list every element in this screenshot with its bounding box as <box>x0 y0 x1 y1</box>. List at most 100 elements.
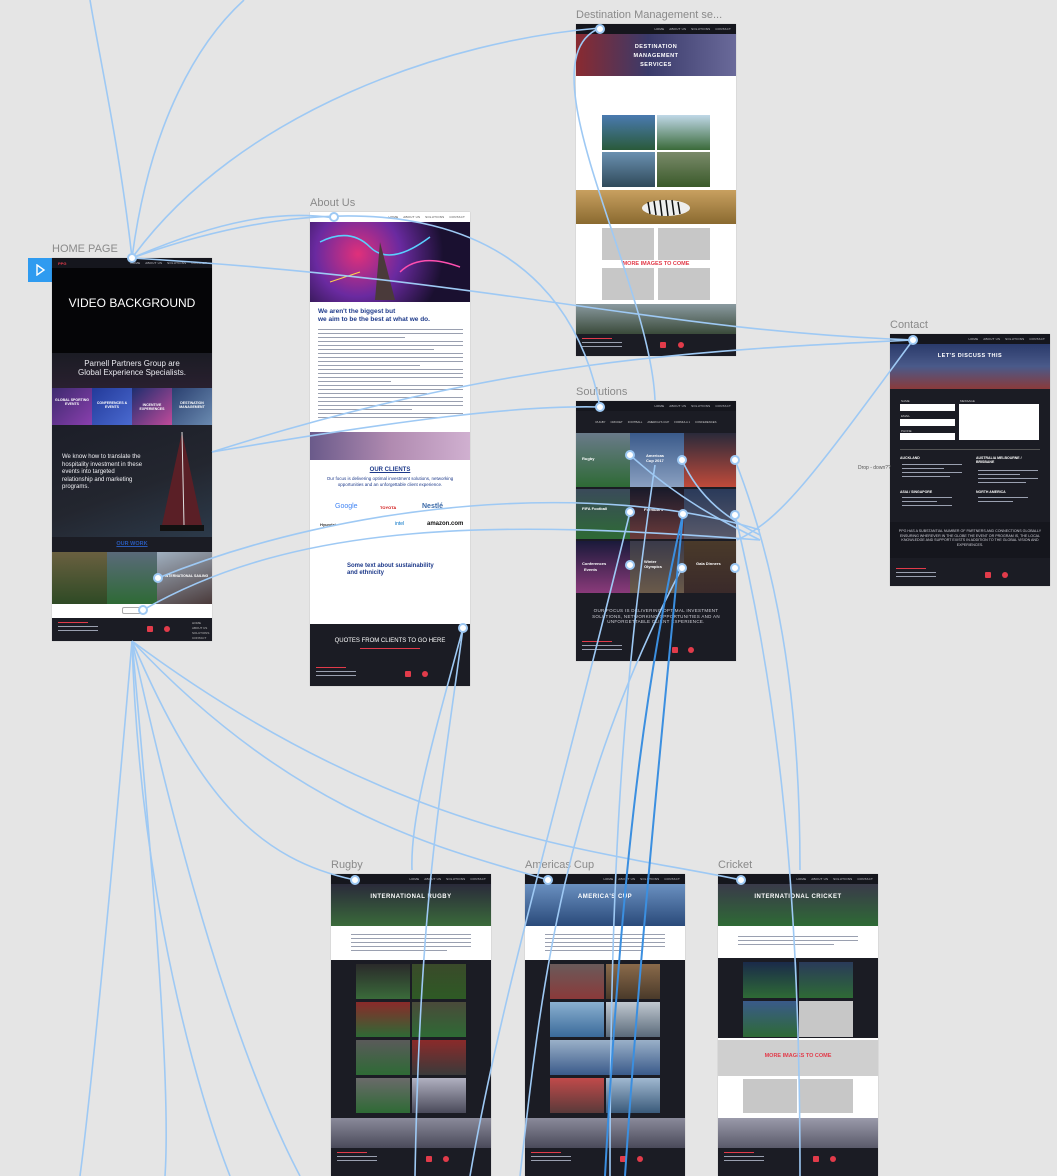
rugby-photo-3[interactable] <box>356 1002 410 1037</box>
hotspot-tile-3[interactable] <box>730 455 740 465</box>
artboard-americas[interactable]: HOME ABOUT US SOLUTIONS CONTACT AMERICA'… <box>525 874 685 1176</box>
nav-contact[interactable]: CONTACT <box>470 877 486 881</box>
artboard-solutions[interactable]: HOME ABOUT US SOLUTIONS CONTACT RUGBY CR… <box>576 401 736 661</box>
nav-contact[interactable]: CONTACT <box>191 261 207 265</box>
artboard-cricket[interactable]: HOME ABOUT US SOLUTIONS CONTACT INTERNAT… <box>718 874 878 1176</box>
nav-contact[interactable]: CONTACT <box>857 877 873 881</box>
hotspot-work-button[interactable] <box>138 605 148 615</box>
dest-photo-3[interactable] <box>602 152 655 187</box>
our-work-heading[interactable]: OUR WORK <box>116 541 148 547</box>
hotspot-cricket[interactable] <box>736 875 746 885</box>
rugby-photo-4[interactable] <box>412 1002 466 1037</box>
footer-solutions[interactable]: SOLUTIONS <box>192 631 210 635</box>
hotspot-tile-2[interactable] <box>677 455 687 465</box>
americas-photo-1[interactable] <box>550 964 604 999</box>
hotspot-destination[interactable] <box>595 24 605 34</box>
artboard-rugby[interactable]: HOME ABOUT US SOLUTIONS CONTACT INTERNAT… <box>331 874 491 1176</box>
nav-solutions[interactable]: SOLUTIONS <box>691 27 711 31</box>
footer-about[interactable]: ABOUT US <box>192 626 208 630</box>
artboard-contact[interactable]: HOME ABOUT US SOLUTIONS CONTACT LET'S DI… <box>890 334 1050 586</box>
work-image-stadium[interactable] <box>107 552 157 604</box>
instagram-icon[interactable] <box>1002 572 1008 578</box>
work-image-rugby[interactable] <box>52 552 107 604</box>
hotspot-our-work[interactable] <box>153 573 163 583</box>
rugby-photo-8[interactable] <box>412 1078 466 1113</box>
nav-about[interactable]: ABOUT US <box>145 261 163 265</box>
input-email[interactable] <box>900 419 955 426</box>
nav-solutions[interactable]: SOLUTIONS <box>167 261 187 265</box>
artboard-title-destination[interactable]: Destination Management se... <box>576 9 723 21</box>
nav-about[interactable]: ABOUT US <box>811 877 829 881</box>
nav-solutions[interactable]: SOLUTIONS <box>1005 337 1025 341</box>
hotspot-americas[interactable] <box>543 875 553 885</box>
linkedin-icon[interactable] <box>147 626 153 632</box>
nav-home[interactable]: HOME <box>796 877 807 881</box>
hotspot-about[interactable] <box>329 212 339 222</box>
rugby-photo-1[interactable] <box>356 964 410 999</box>
artboard-title-about[interactable]: About Us <box>310 197 356 209</box>
tab-conferences[interactable]: CONFERENCES <box>695 420 717 424</box>
artboard-destination[interactable]: HOME ABOUT US SOLUTIONS CONTACT DESTINAT… <box>576 24 736 356</box>
input-name[interactable] <box>900 404 955 411</box>
nav-contact[interactable]: CONTACT <box>1029 337 1045 341</box>
solution-tile-9[interactable] <box>684 541 736 593</box>
hotspot-tile-7[interactable] <box>625 560 635 570</box>
artboard-title-solutions[interactable]: Soulutions <box>576 386 628 398</box>
ppg-logo[interactable]: PPG <box>58 261 67 266</box>
nav-about[interactable]: ABOUT US <box>618 877 636 881</box>
cricket-photo-1[interactable] <box>743 962 797 998</box>
americas-photo-6[interactable] <box>550 1078 604 1113</box>
work-image-sailing[interactable] <box>157 552 212 604</box>
nav-solutions[interactable]: SOLUTIONS <box>640 877 660 881</box>
dest-photo-2[interactable] <box>657 115 710 150</box>
nav-about[interactable]: ABOUT US <box>669 27 687 31</box>
tab-americas[interactable]: AMERICA'S CUP <box>647 420 670 424</box>
nav-contact[interactable]: CONTACT <box>715 404 731 408</box>
artboard-home[interactable]: HOME ABOUT US SOLUTIONS CONTACT PPG VIDE… <box>52 258 212 641</box>
tab-football[interactable]: FOOTBALL <box>627 420 643 424</box>
solution-tile-3[interactable] <box>684 433 736 487</box>
nav-solutions[interactable]: SOLUTIONS <box>425 215 445 219</box>
nav-home[interactable]: HOME <box>603 877 614 881</box>
nav-home[interactable]: HOME <box>654 27 665 31</box>
nav-contact[interactable]: CONTACT <box>664 877 680 881</box>
input-message[interactable] <box>959 404 1039 440</box>
input-phone[interactable] <box>900 433 955 440</box>
americas-photo-5[interactable] <box>550 1040 660 1075</box>
tile-global-sporting[interactable] <box>52 388 92 425</box>
hotspot-tile-5[interactable] <box>678 509 688 519</box>
nav-home[interactable]: HOME <box>388 215 399 219</box>
linkedin-icon[interactable] <box>985 572 991 578</box>
hotspot-tile-6[interactable] <box>730 510 740 520</box>
artboard-title-rugby[interactable]: Rugby <box>331 859 363 871</box>
linkedin-icon[interactable] <box>405 671 411 677</box>
tab-rugby[interactable]: RUGBY <box>595 420 606 424</box>
hotspot-tile-9[interactable] <box>730 563 740 573</box>
instagram-icon[interactable] <box>830 1156 836 1162</box>
tab-cricket[interactable]: CRICKET <box>610 420 623 424</box>
nav-home[interactable]: HOME <box>654 404 665 408</box>
hotspot-about-quotes[interactable] <box>458 623 468 633</box>
instagram-icon[interactable] <box>678 342 684 348</box>
nav-about[interactable]: ABOUT US <box>424 877 442 881</box>
nav-about[interactable]: ABOUT US <box>983 337 1001 341</box>
hotspot-tile-8[interactable] <box>677 563 687 573</box>
linkedin-icon[interactable] <box>672 647 678 653</box>
rugby-photo-5[interactable] <box>356 1040 410 1075</box>
instagram-icon[interactable] <box>443 1156 449 1162</box>
artboard-about[interactable]: HOME ABOUT US SOLUTIONS CONTACT We aren'… <box>310 212 470 686</box>
nav-about[interactable]: ABOUT US <box>403 215 421 219</box>
artboard-title-contact[interactable]: Contact <box>890 319 928 331</box>
solution-tile-5[interactable] <box>630 489 684 539</box>
cricket-photo-2[interactable] <box>799 962 853 998</box>
instagram-icon[interactable] <box>422 671 428 677</box>
linkedin-icon[interactable] <box>813 1156 819 1162</box>
hotspot-solutions[interactable] <box>595 402 605 412</box>
solution-tile-4[interactable] <box>576 489 630 539</box>
hotspot-tile-1[interactable] <box>625 450 635 460</box>
rugby-photo-2[interactable] <box>412 964 466 999</box>
instagram-icon[interactable] <box>164 626 170 632</box>
tab-f1[interactable]: FORMULA 1 <box>674 420 691 424</box>
artboard-title-cricket[interactable]: Cricket <box>718 859 753 871</box>
americas-photo-4[interactable] <box>606 1002 660 1037</box>
